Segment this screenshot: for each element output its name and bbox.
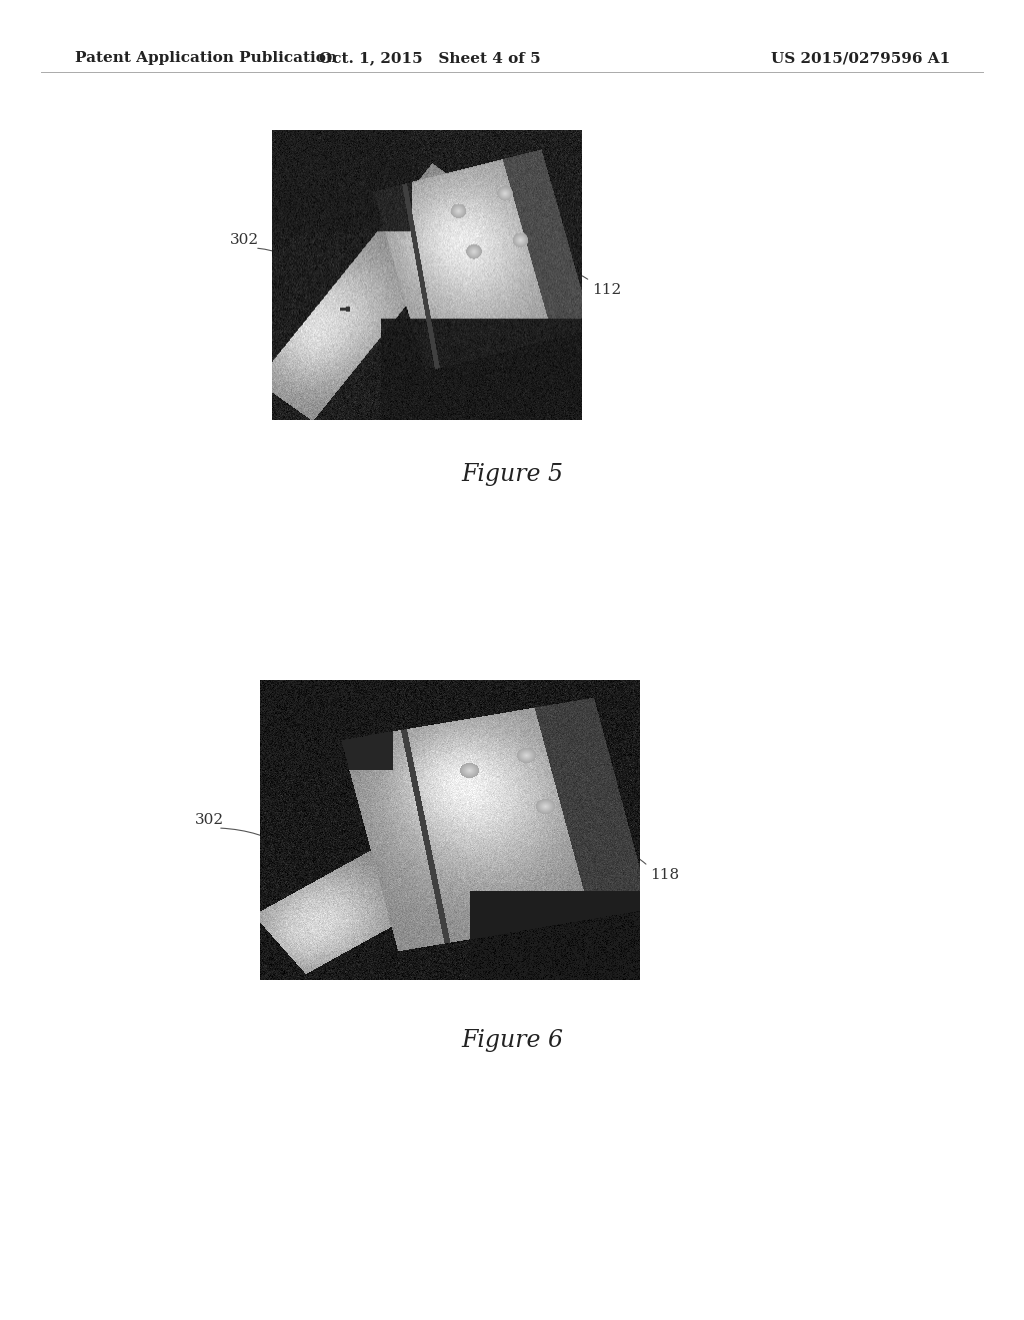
Text: Patent Application Publication: Patent Application Publication (75, 51, 337, 65)
Text: Figure 5: Figure 5 (461, 463, 563, 487)
Text: 118: 118 (650, 869, 679, 882)
Text: 112: 112 (592, 282, 622, 297)
Text: Figure 6: Figure 6 (461, 1028, 563, 1052)
Text: Oct. 1, 2015   Sheet 4 of 5: Oct. 1, 2015 Sheet 4 of 5 (319, 51, 541, 65)
Text: US 2015/0279596 A1: US 2015/0279596 A1 (771, 51, 950, 65)
Text: 302: 302 (230, 234, 259, 247)
Text: 302: 302 (195, 813, 224, 828)
